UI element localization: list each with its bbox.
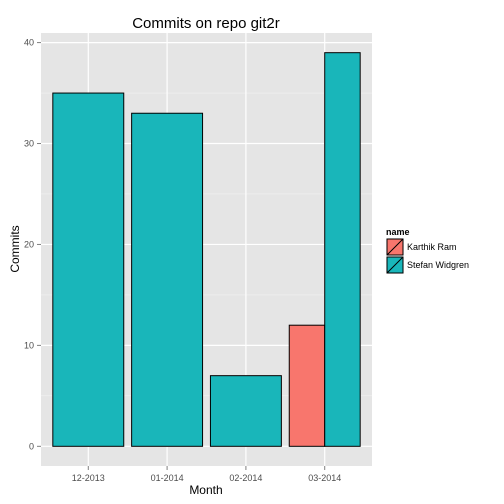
bar-stefan-widgren-12-2013 (53, 93, 124, 446)
y-tick-label: 0 (29, 441, 34, 451)
bar-stefan-widgren-03-2014 (325, 53, 360, 447)
x-tick-label: 01-2014 (151, 473, 184, 483)
y-axis: 0 10 20 30 40 (24, 38, 41, 452)
x-axis: 12-2013 01-2014 02-2014 03-2014 (72, 466, 341, 483)
legend-label-karthik-ram: Karthik Ram (407, 242, 457, 252)
bar-stefan-widgren-01-2014 (132, 113, 203, 446)
bar-stefan-widgren-02-2014 (210, 376, 281, 447)
bar-karthik-ram-03-2014 (289, 325, 324, 446)
x-tick-label: 02-2014 (229, 473, 262, 483)
chart-title: Commits on repo git2r (132, 15, 280, 32)
legend: name Karthik Ram Stefan Widgren (386, 227, 469, 274)
x-tick-label: 12-2013 (72, 473, 105, 483)
y-tick-label: 20 (24, 239, 34, 249)
x-axis-title: Month (189, 483, 222, 497)
legend-label-stefan-widgren: Stefan Widgren (407, 260, 469, 270)
y-tick-label: 30 (24, 139, 34, 149)
y-axis-title: Commits (8, 225, 22, 272)
y-tick-label: 40 (24, 38, 34, 48)
y-tick-label: 10 (24, 340, 34, 350)
legend-title: name (386, 227, 410, 237)
x-tick-label: 03-2014 (308, 473, 341, 483)
